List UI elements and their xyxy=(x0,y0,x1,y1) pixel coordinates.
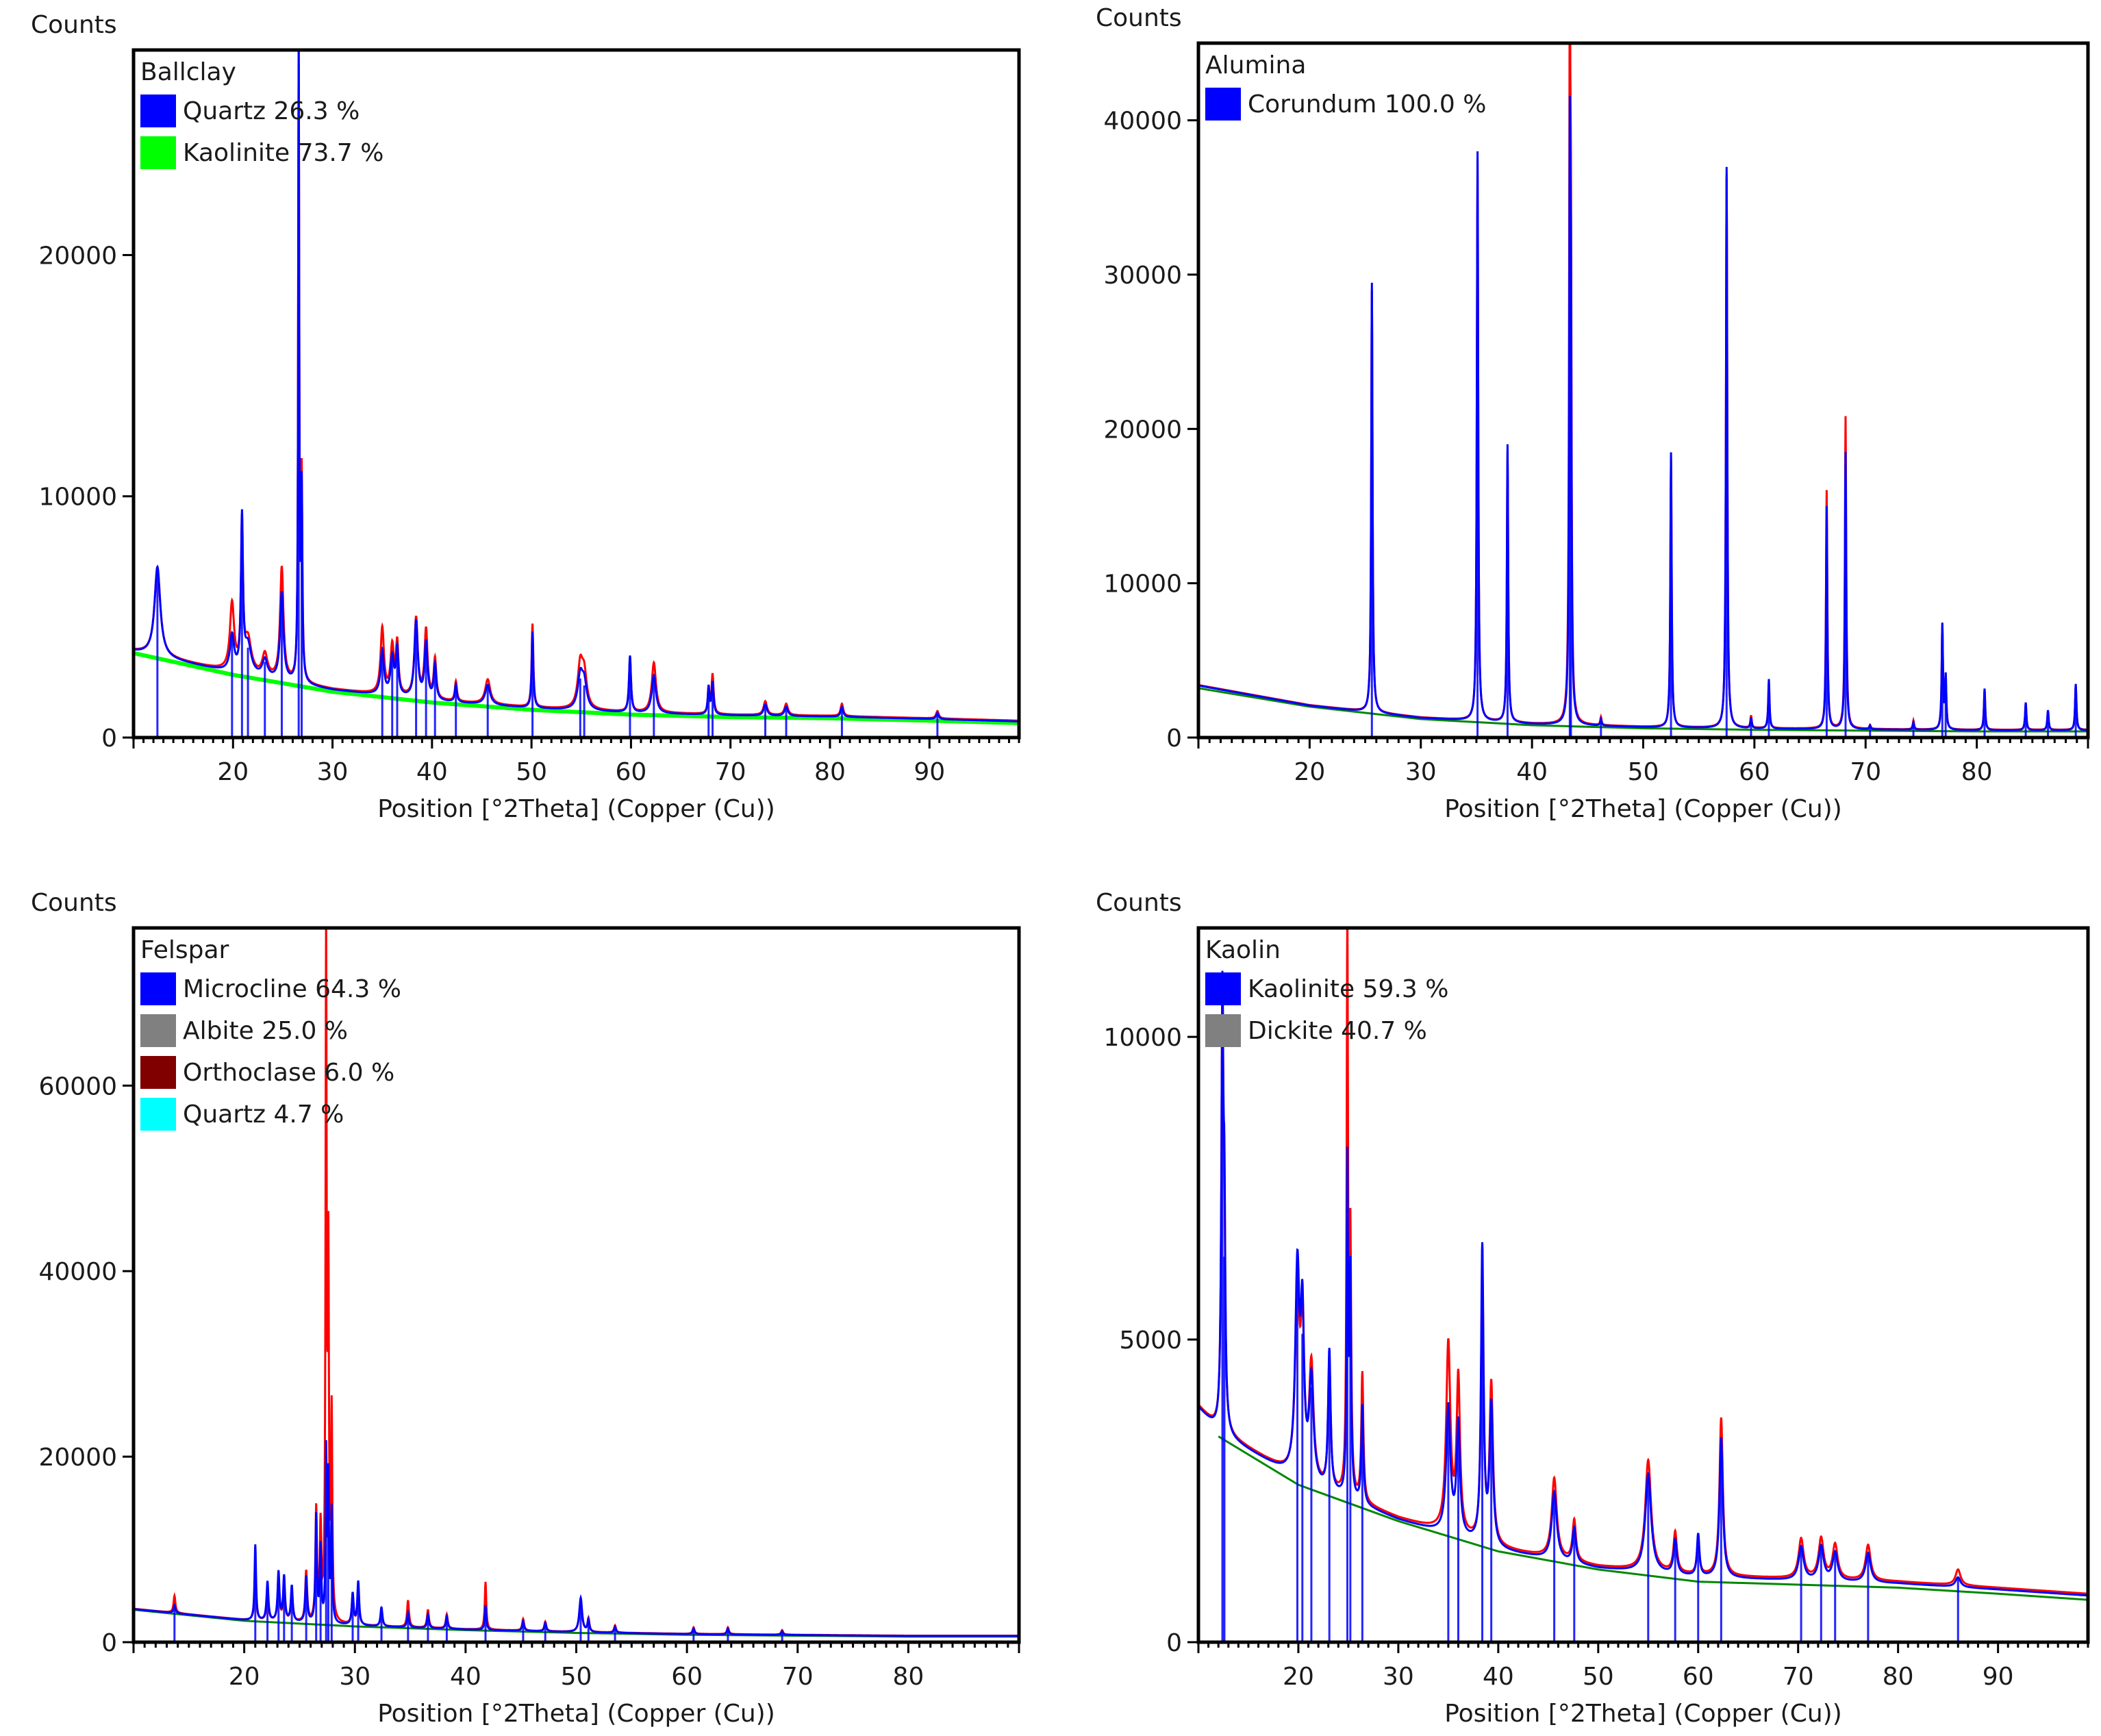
x-tick-label: 30 xyxy=(339,1663,370,1691)
legend-swatch xyxy=(140,1098,176,1131)
xrd-panel-ballclay: Counts 0 10000 20000 20 30 40 50 60 70 80 90 Positio… xyxy=(31,11,1021,823)
plot-frame xyxy=(1196,926,2090,1644)
xrd-panel-felspar: Counts 0 20000 40000 60000 20 30 40 50 60 70 80 Posi… xyxy=(31,889,1021,1728)
background-line xyxy=(1218,1435,2088,1601)
x-axis-title: Position [°2Theta] (Copper (Cu)) xyxy=(377,1700,775,1728)
x-tick-label: 50 xyxy=(1628,758,1659,786)
legend-swatch xyxy=(1205,1014,1241,1047)
x-tick-label: 80 xyxy=(892,1663,924,1691)
x-tick-label: 60 xyxy=(615,758,646,786)
calculated-trace xyxy=(134,1439,1019,1637)
x-tick-label: 70 xyxy=(715,758,746,786)
y-axis-title: Counts xyxy=(31,889,117,917)
y-axis-title: Counts xyxy=(31,11,117,39)
y-tick-label: 40000 xyxy=(38,1258,117,1286)
x-tick-label: 90 xyxy=(914,758,945,786)
legend-swatch xyxy=(140,1056,176,1089)
legend-swatch xyxy=(140,136,176,169)
legend-label: Corundum 100.0 % xyxy=(1248,90,1487,118)
y-tick-label: 10000 xyxy=(1103,1024,1182,1052)
legend-title: Kaolin xyxy=(1205,936,1281,964)
x-tick-label: 70 xyxy=(1850,758,1881,786)
observed-trace xyxy=(134,50,1019,722)
x-tick-label: 20 xyxy=(229,1663,260,1691)
legend-swatch xyxy=(1205,972,1241,1005)
y-axis-title: Counts xyxy=(1096,889,1182,917)
x-tick-label: 40 xyxy=(1483,1663,1514,1691)
xrd-panel-alumina: Counts 0 10000 20000 30000 40000 20 30 40 50 60 70 8… xyxy=(1096,4,2090,823)
y-tick-label: 0 xyxy=(1166,1629,1182,1657)
x-tick-label: 60 xyxy=(1683,1663,1714,1691)
legend-label: Dickite 40.7 % xyxy=(1248,1017,1427,1045)
legend-label: Kaolinite 59.3 % xyxy=(1248,975,1448,1003)
calculated-trace xyxy=(1198,970,2088,1597)
plot-frame xyxy=(131,48,1021,740)
legend-title: Felspar xyxy=(140,936,229,964)
y-tick-label: 10000 xyxy=(38,483,117,512)
traces xyxy=(134,928,1019,1642)
y-tick-label: 0 xyxy=(101,1629,117,1657)
x-tick-label: 50 xyxy=(516,758,547,786)
x-tick-label: 80 xyxy=(814,758,846,786)
x-axis-title: Position [°2Theta] (Copper (Cu)) xyxy=(1444,795,1842,823)
x-tick-label: 20 xyxy=(1294,758,1325,786)
x-axis-title: Position [°2Theta] (Copper (Cu)) xyxy=(377,795,775,823)
y-tick-label: 10000 xyxy=(1103,570,1182,599)
x-tick-label: 70 xyxy=(782,1663,814,1691)
calculated-trace xyxy=(1198,95,2088,731)
x-tick-label: 60 xyxy=(671,1663,703,1691)
x-tick-label: 80 xyxy=(1961,758,1993,786)
legend-label: Quartz 4.7 % xyxy=(183,1100,344,1129)
legend-swatch xyxy=(1205,88,1241,121)
legend-label: Microcline 64.3 % xyxy=(183,975,401,1003)
x-tick-label: 40 xyxy=(1516,758,1548,786)
y-tick-label: 0 xyxy=(1166,725,1182,753)
legend-label: Quartz 26.3 % xyxy=(183,97,360,125)
legend-title: Ballclay xyxy=(140,58,236,86)
background-line xyxy=(134,1609,1019,1638)
legend-swatch xyxy=(140,1014,176,1047)
y-tick-label: 20000 xyxy=(38,1444,117,1472)
y-tick-label: 40000 xyxy=(1103,108,1182,136)
observed-trace xyxy=(1198,928,2088,1595)
x-tick-label: 80 xyxy=(1883,1663,1914,1691)
y-axis-title: Counts xyxy=(1096,4,1182,32)
traces xyxy=(1198,43,2088,738)
legend-title: Alumina xyxy=(1205,51,1306,79)
y-tick-label: 20000 xyxy=(1103,416,1182,444)
x-tick-label: 30 xyxy=(317,758,349,786)
y-tick-label: 60000 xyxy=(38,1072,117,1100)
x-tick-label: 50 xyxy=(561,1663,592,1691)
legend-label: Kaolinite 73.7 % xyxy=(183,139,383,167)
background-line xyxy=(1198,687,2088,733)
y-tick-label: 0 xyxy=(101,725,117,753)
x-axis-title: Position [°2Theta] (Copper (Cu)) xyxy=(1444,1700,1842,1728)
x-tick-label: 40 xyxy=(450,1663,481,1691)
x-tick-label: 30 xyxy=(1405,758,1437,786)
xrd-panel-kaolin: Counts 0 5000 10000 20 30 40 50 60 70 80 90 Position… xyxy=(1096,889,2090,1728)
x-tick-label: 60 xyxy=(1739,758,1770,786)
x-tick-label: 90 xyxy=(1983,1663,2014,1691)
legend-label: Albite 25.0 % xyxy=(183,1017,348,1045)
plot-frame xyxy=(131,926,1021,1644)
traces xyxy=(1198,928,2088,1642)
y-tick-label: 30000 xyxy=(1103,262,1182,290)
traces xyxy=(134,50,1019,738)
y-tick-label: 20000 xyxy=(38,242,117,270)
y-tick-label: 5000 xyxy=(1119,1326,1182,1355)
legend-swatch xyxy=(140,95,176,127)
x-tick-label: 20 xyxy=(217,758,249,786)
x-tick-label: 20 xyxy=(1283,1663,1314,1691)
legend-swatch xyxy=(140,972,176,1005)
plot-frame xyxy=(1196,41,2090,740)
x-tick-label: 30 xyxy=(1383,1663,1414,1691)
x-tick-label: 50 xyxy=(1583,1663,1614,1691)
observed-trace xyxy=(134,928,1019,1637)
x-tick-label: 70 xyxy=(1783,1663,1814,1691)
legend-label: Orthoclase 6.0 % xyxy=(183,1059,394,1087)
x-tick-label: 40 xyxy=(416,758,448,786)
